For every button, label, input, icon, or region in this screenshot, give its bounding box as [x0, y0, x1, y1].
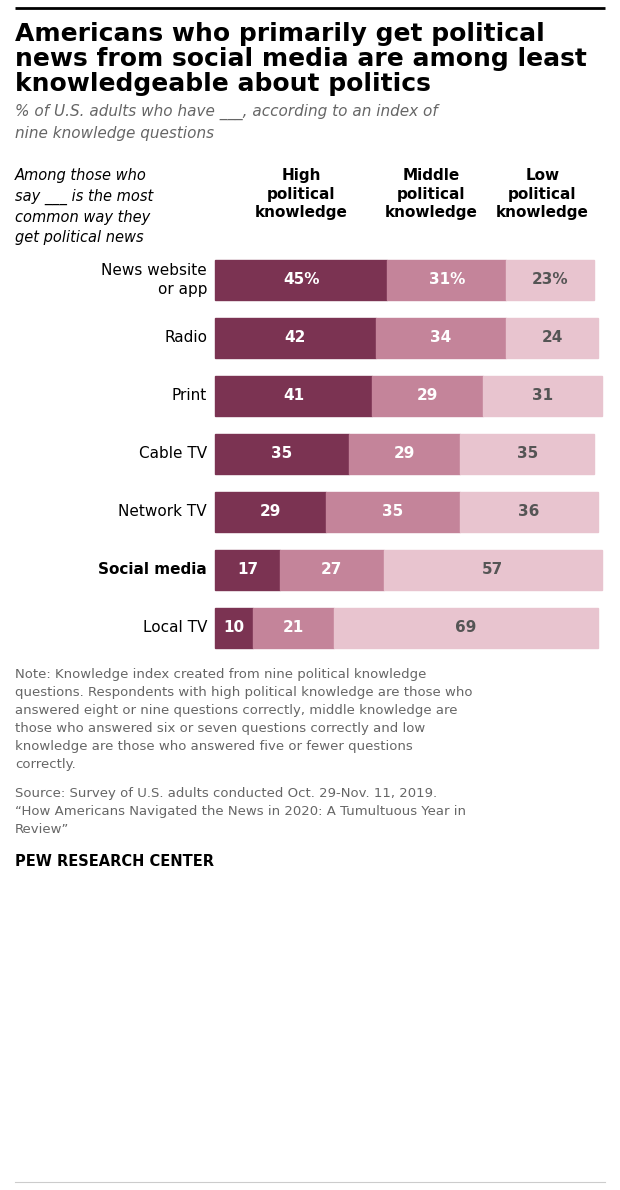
- Bar: [215, 550, 280, 590]
- Bar: [215, 318, 376, 358]
- Text: 45%: 45%: [283, 273, 319, 288]
- Text: Cable TV: Cable TV: [139, 446, 207, 462]
- Bar: [280, 550, 384, 590]
- Text: 35: 35: [516, 446, 538, 462]
- Bar: [376, 318, 506, 358]
- Text: Local TV: Local TV: [143, 620, 207, 635]
- Text: Network TV: Network TV: [118, 505, 207, 520]
- Bar: [460, 434, 594, 474]
- Bar: [215, 376, 372, 416]
- Text: News website
or app: News website or app: [101, 263, 207, 296]
- Text: PEW RESEARCH CENTER: PEW RESEARCH CENTER: [15, 854, 214, 869]
- Text: 10: 10: [224, 620, 245, 635]
- Bar: [326, 491, 460, 532]
- Bar: [349, 434, 460, 474]
- Text: Print: Print: [172, 388, 207, 403]
- Text: 29: 29: [260, 505, 281, 520]
- Text: 35: 35: [272, 446, 293, 462]
- Bar: [506, 318, 598, 358]
- Text: 34: 34: [430, 331, 451, 345]
- Text: % of U.S. adults who have ___, according to an index of
nine knowledge questions: % of U.S. adults who have ___, according…: [15, 104, 438, 142]
- Text: Radio: Radio: [164, 331, 207, 345]
- Text: Low
political
knowledge: Low political knowledge: [496, 168, 589, 220]
- Bar: [215, 491, 326, 532]
- Text: 29: 29: [394, 446, 415, 462]
- Text: 29: 29: [417, 388, 438, 403]
- Text: news from social media are among least: news from social media are among least: [15, 46, 587, 71]
- Bar: [388, 259, 506, 300]
- Text: Among those who
say ___ is the most
common way they
get political news: Among those who say ___ is the most comm…: [15, 168, 153, 245]
- Bar: [372, 376, 483, 416]
- Text: 42: 42: [285, 331, 306, 345]
- Text: 57: 57: [482, 563, 503, 577]
- Text: 24: 24: [541, 331, 563, 345]
- Text: 41: 41: [283, 388, 304, 403]
- Bar: [215, 608, 254, 649]
- Bar: [215, 434, 349, 474]
- Text: 27: 27: [321, 563, 342, 577]
- Text: 21: 21: [283, 620, 304, 635]
- Bar: [215, 259, 388, 300]
- Text: Middle
political
knowledge: Middle political knowledge: [385, 168, 478, 220]
- Text: 69: 69: [455, 620, 477, 635]
- Text: 36: 36: [518, 505, 540, 520]
- Bar: [334, 608, 598, 649]
- Text: Americans who primarily get political: Americans who primarily get political: [15, 21, 545, 46]
- Text: 35: 35: [383, 505, 404, 520]
- Bar: [506, 259, 594, 300]
- Text: 31: 31: [532, 388, 553, 403]
- Text: Source: Survey of U.S. adults conducted Oct. 29-Nov. 11, 2019.
“How Americans Na: Source: Survey of U.S. adults conducted …: [15, 787, 466, 835]
- Text: 17: 17: [237, 563, 258, 577]
- Text: Note: Knowledge index created from nine political knowledge
questions. Responden: Note: Knowledge index created from nine …: [15, 668, 472, 771]
- Bar: [384, 550, 602, 590]
- Text: High
political
knowledge: High political knowledge: [255, 168, 348, 220]
- Bar: [483, 376, 602, 416]
- Text: Social media: Social media: [98, 563, 207, 577]
- Bar: [460, 491, 598, 532]
- Text: 31%: 31%: [428, 273, 465, 288]
- Text: 23%: 23%: [532, 273, 569, 288]
- Bar: [254, 608, 334, 649]
- Text: knowledgeable about politics: knowledgeable about politics: [15, 73, 431, 96]
